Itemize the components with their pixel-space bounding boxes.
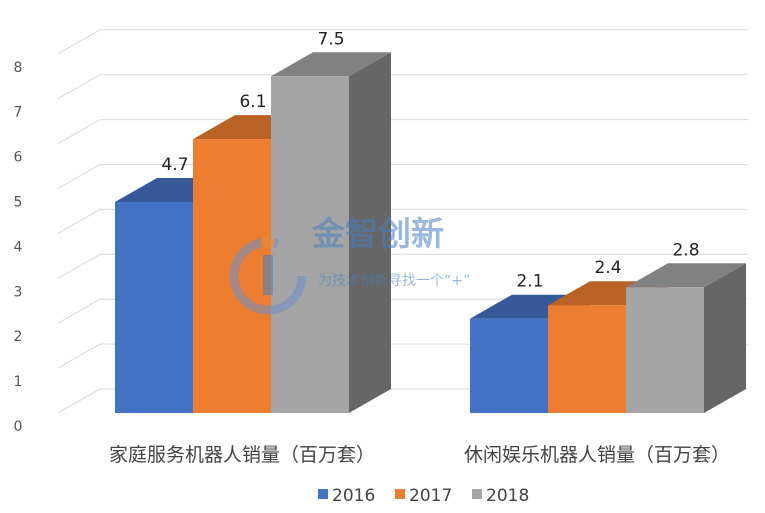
y-tick-label: 8 xyxy=(14,60,23,76)
legend-swatch xyxy=(318,489,328,499)
data-label: 6.1 xyxy=(239,92,266,112)
watermark-title: 金智创新 xyxy=(311,214,444,253)
data-label: 2.4 xyxy=(594,258,621,278)
legend-label: 2017 xyxy=(409,486,452,506)
y-tick-label: 5 xyxy=(14,195,23,211)
bar-front xyxy=(626,287,704,413)
bar-front xyxy=(115,201,193,413)
legend-item: 2017 xyxy=(395,486,452,506)
y-tick-label: 4 xyxy=(14,239,23,255)
gridline-diagonal xyxy=(57,253,101,279)
bar xyxy=(271,52,391,413)
y-tick-label: 3 xyxy=(14,284,23,300)
data-label: 2.8 xyxy=(672,240,699,260)
bar-top xyxy=(626,263,746,288)
bar-top xyxy=(271,52,391,77)
y-tick-label: 1 xyxy=(14,374,23,390)
legend-item: 2016 xyxy=(318,486,375,506)
gridline-diagonal xyxy=(57,208,101,234)
legend-swatch xyxy=(395,489,405,499)
category-label: 休闲娱乐机器人销量（百万套） xyxy=(464,444,730,466)
legend-label: 2016 xyxy=(332,486,375,506)
gridline-diagonal xyxy=(57,119,101,145)
bar xyxy=(626,263,746,413)
watermark-subtitle: 为技术创新寻找一个“+” xyxy=(318,273,470,289)
y-tick-label: 0 xyxy=(14,419,23,435)
legend: 2016 2017 2018 xyxy=(318,486,529,506)
data-label: 2.1 xyxy=(516,272,543,292)
legend-item: 2018 xyxy=(472,486,529,506)
gridline-diagonal xyxy=(57,343,101,369)
gridline-diagonal xyxy=(57,74,101,100)
bar-side xyxy=(704,263,746,413)
floor-edge xyxy=(57,388,101,414)
legend-swatch xyxy=(472,489,482,499)
bar-front xyxy=(470,318,548,413)
legend-label: 2018 xyxy=(486,486,529,506)
gridline-diagonal xyxy=(57,164,101,189)
category-label: 家庭服务机器人销量（百万套） xyxy=(109,444,375,466)
gridline-diagonal xyxy=(57,298,101,324)
bar-front xyxy=(271,76,349,413)
data-label: 7.5 xyxy=(317,29,344,49)
watermark: 金智创新 为技术创新寻找一个“+” xyxy=(229,214,470,315)
data-labels: 4.7 6.1 7.5 2.1 2.4 2.8 xyxy=(161,29,699,291)
category-labels: 家庭服务机器人销量（百万套） 休闲娱乐机器人销量（百万套） xyxy=(109,444,730,466)
bar-front xyxy=(548,305,626,413)
watermark-logo-icon xyxy=(229,235,307,315)
y-tick-label: 6 xyxy=(14,150,23,166)
gridline-diagonal xyxy=(57,29,101,55)
data-label: 4.7 xyxy=(161,155,188,175)
y-tick-label: 7 xyxy=(14,105,23,121)
y-axis-ticks: 0 1 2 3 4 5 6 7 8 xyxy=(14,60,23,435)
y-tick-label: 2 xyxy=(14,329,23,345)
bar-side xyxy=(349,52,391,413)
